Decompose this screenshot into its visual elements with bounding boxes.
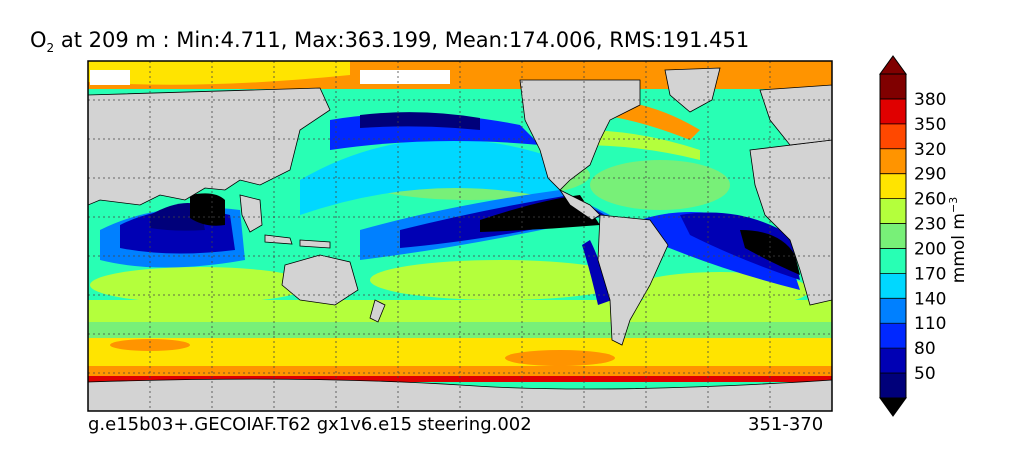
colorbar-tick-label: 350 [914, 115, 946, 135]
colorbar-segment [880, 198, 906, 225]
colorbar-tick-label: 110 [914, 314, 946, 334]
colorbar-tick-label: 230 [914, 215, 946, 235]
units-base: mmol m [948, 213, 969, 284]
colorbar-units-label: mmol m−3 [947, 197, 969, 283]
colorbar-tick-label: 380 [914, 90, 946, 110]
colorbar-segment [880, 123, 906, 150]
colorbar-tick-label: 260 [914, 190, 946, 210]
colorbar: 50 80 110 140 170 200 230 260 290 320 350 380 [879, 55, 946, 417]
map-frame [87, 60, 833, 412]
title-variable: O [30, 28, 47, 52]
colorbar-tick-label: 140 [914, 289, 946, 309]
colorbar-tick-label: 50 [914, 364, 936, 384]
colorbar-tick-label: 200 [914, 239, 946, 259]
years-label: 351-370 [748, 414, 824, 435]
colorbar-tick-label: 170 [914, 264, 946, 284]
colorbar-segment [880, 173, 906, 200]
colorbar-segment [880, 98, 906, 125]
colorbar-tick-label: 290 [914, 165, 946, 185]
map-field [88, 61, 832, 411]
title-variable-subscript: 2 [46, 41, 55, 56]
title-stats: at 209 m : Min:4.711, Max:363.199, Mean:… [54, 28, 750, 52]
chart-title: O2 at 209 m : Min:4.711, Max:363.199, Me… [30, 28, 749, 55]
units-exponent: −3 [947, 196, 961, 213]
colorbar-segment [880, 348, 906, 374]
colorbar-tick-label: 320 [914, 140, 946, 160]
colorbar-frame [879, 73, 907, 399]
colorbar-segment [880, 223, 906, 249]
colorbar-segment [880, 248, 906, 274]
colorbar-segment [880, 273, 906, 299]
colorbar-segment [880, 148, 906, 175]
colorbar-segment [880, 373, 906, 399]
colorbar-extend-max [879, 55, 907, 75]
colorbar-segment [880, 74, 906, 100]
colorbar-segment [880, 323, 906, 349]
grid-lines [88, 61, 832, 411]
colorbar-extend-min [879, 397, 907, 417]
colorbar-segment [880, 298, 906, 324]
case-name-label: g.e15b03+.GECOIAF.T62 gx1v6.e15 steering… [88, 414, 532, 435]
colorbar-tick-label: 80 [914, 339, 936, 359]
